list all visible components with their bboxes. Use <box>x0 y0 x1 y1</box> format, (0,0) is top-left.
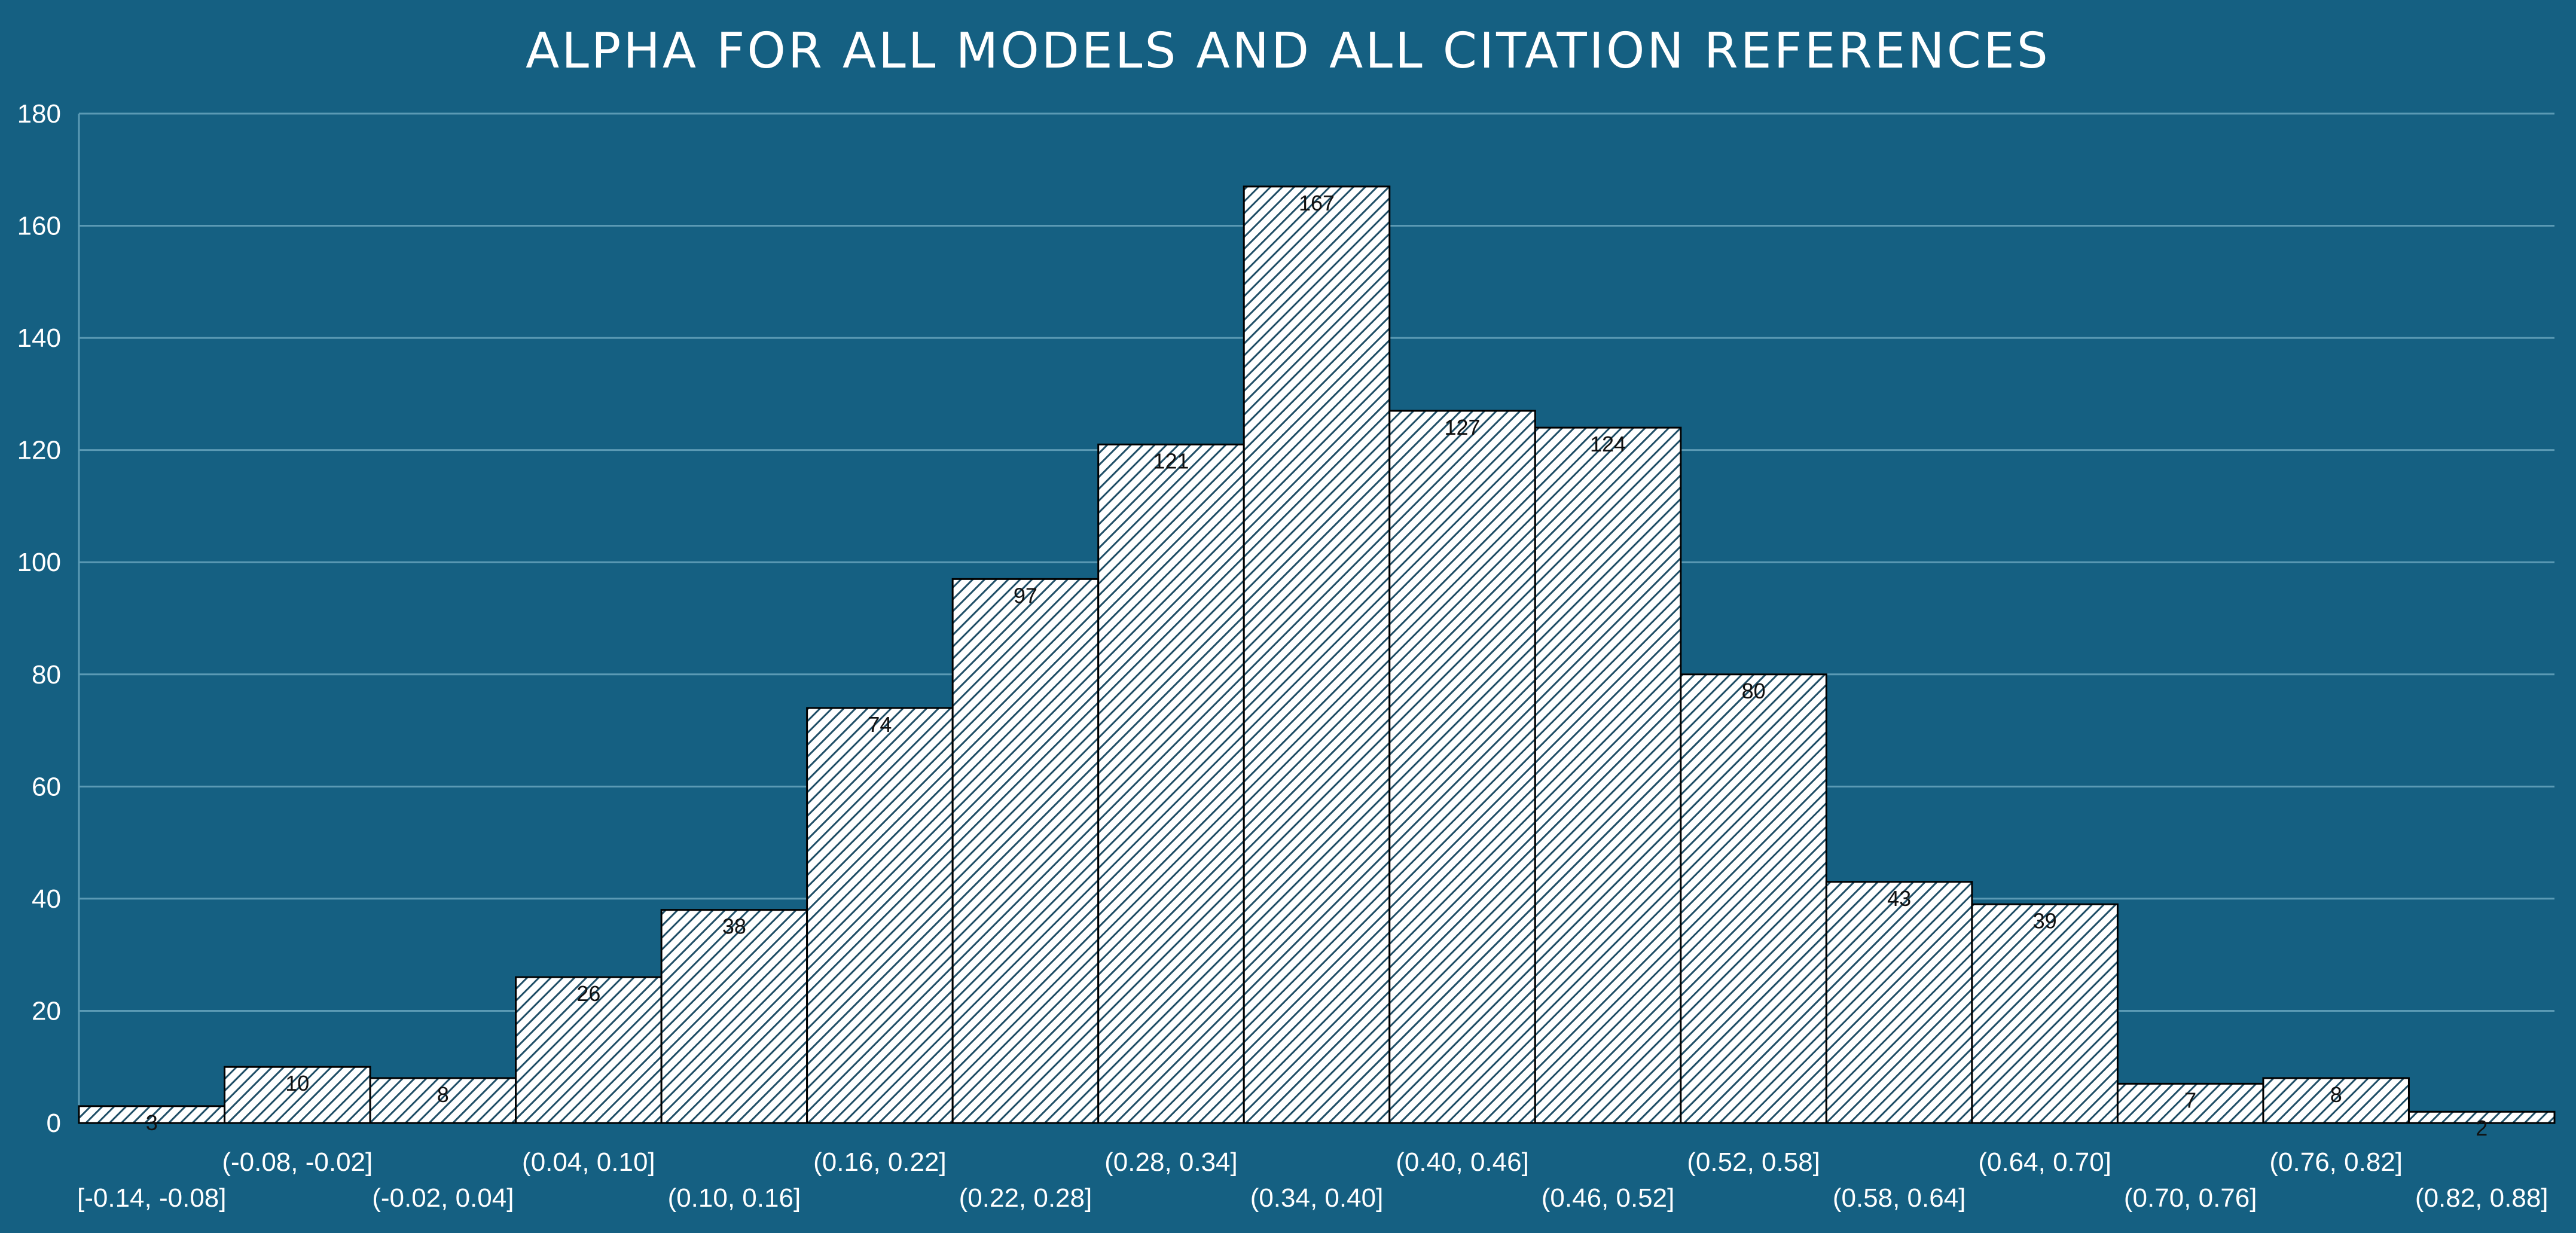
y-tick-label: 40 <box>32 884 61 914</box>
x-tick-label: (0.10, 0.16] <box>668 1183 801 1213</box>
data-label: 8 <box>2330 1082 2342 1107</box>
y-tick-label: 140 <box>17 323 61 353</box>
data-label: 74 <box>868 712 892 737</box>
y-tick-label: 0 <box>47 1109 61 1138</box>
y-tick-label: 180 <box>17 99 61 129</box>
x-tick-label: (-0.08, -0.02] <box>222 1147 373 1177</box>
y-axis-ticks: 0 20 40 60 80 100 120 140 160 180 <box>17 99 61 1138</box>
x-tick-label: (0.40, 0.46] <box>1396 1147 1529 1177</box>
data-label: 26 <box>576 981 600 1006</box>
histogram-bar <box>369 1077 517 1124</box>
y-tick-label: 100 <box>17 548 61 577</box>
x-tick-label: (0.34, 0.40] <box>1250 1183 1384 1213</box>
histogram-bar <box>2407 1110 2556 1124</box>
x-tick-label: (-0.02, 0.04] <box>372 1183 514 1213</box>
y-tick-label: 160 <box>17 212 61 241</box>
x-tick-label: (0.46, 0.52] <box>1542 1183 1675 1213</box>
data-label: 121 <box>1153 448 1189 473</box>
x-tick-label: (0.76, 0.82] <box>2269 1147 2403 1177</box>
histogram-bar <box>224 1066 371 1124</box>
data-label: 10 <box>285 1071 309 1095</box>
data-label: 43 <box>1887 886 1911 911</box>
y-tick-label: 60 <box>32 772 61 801</box>
x-tick-label: (0.58, 0.64] <box>1833 1183 1966 1213</box>
histogram-bar <box>951 578 1100 1124</box>
data-label: 97 <box>1014 583 1037 608</box>
x-tick-label: (0.70, 0.76] <box>2124 1183 2257 1213</box>
histogram-bar <box>1097 443 1245 1124</box>
histogram-bar <box>515 976 663 1124</box>
x-tick-label: (0.16, 0.22] <box>813 1147 947 1177</box>
data-label: 8 <box>437 1082 449 1107</box>
histogram-bar <box>1680 673 1827 1124</box>
data-labels: 3 10 8 26 38 74 97 121 167 127 124 80 43 39 7 8 2 <box>146 191 2488 1140</box>
histogram-bar <box>1971 903 2119 1124</box>
bars <box>78 185 2556 1124</box>
data-label: 80 <box>1742 679 1766 703</box>
histogram-bar <box>1388 410 1536 1124</box>
x-tick-label: (0.22, 0.28] <box>959 1183 1092 1213</box>
x-tick-label: (0.82, 0.88] <box>2415 1183 2548 1213</box>
y-tick-label: 120 <box>17 436 61 465</box>
data-label: 39 <box>2033 908 2057 933</box>
x-tick-label: (0.04, 0.10] <box>522 1147 655 1177</box>
x-tick-label: (0.28, 0.34] <box>1104 1147 1238 1177</box>
x-tick-label: (0.64, 0.70] <box>1978 1147 2111 1177</box>
histogram-bar <box>1825 881 1973 1124</box>
data-label: 127 <box>1444 415 1480 440</box>
data-label: 167 <box>1299 191 1335 215</box>
histogram-bar <box>1243 185 1391 1124</box>
histogram-bar <box>806 707 954 1124</box>
y-tick-label: 20 <box>32 996 61 1026</box>
data-label: 2 <box>2476 1116 2488 1140</box>
data-label: 38 <box>722 914 746 939</box>
data-label: 124 <box>1590 432 1626 456</box>
x-tick-label: [-0.14, -0.08] <box>77 1183 226 1213</box>
histogram-bar <box>660 909 808 1124</box>
data-label: 3 <box>146 1110 158 1135</box>
x-tick-label: (0.52, 0.58] <box>1687 1147 1820 1177</box>
histogram-bar <box>2116 1082 2264 1124</box>
data-label: 7 <box>2184 1088 2196 1112</box>
y-tick-label: 80 <box>32 660 61 689</box>
histogram-bar <box>1534 426 1682 1124</box>
histogram-bar <box>2262 1077 2410 1124</box>
chart-title: ALPHA FOR ALL MODELS AND ALL CITATION RE… <box>526 23 2050 80</box>
x-axis-ticks: [-0.14, -0.08] (-0.08, -0.02] (-0.02, 0.04… <box>77 1147 2548 1213</box>
